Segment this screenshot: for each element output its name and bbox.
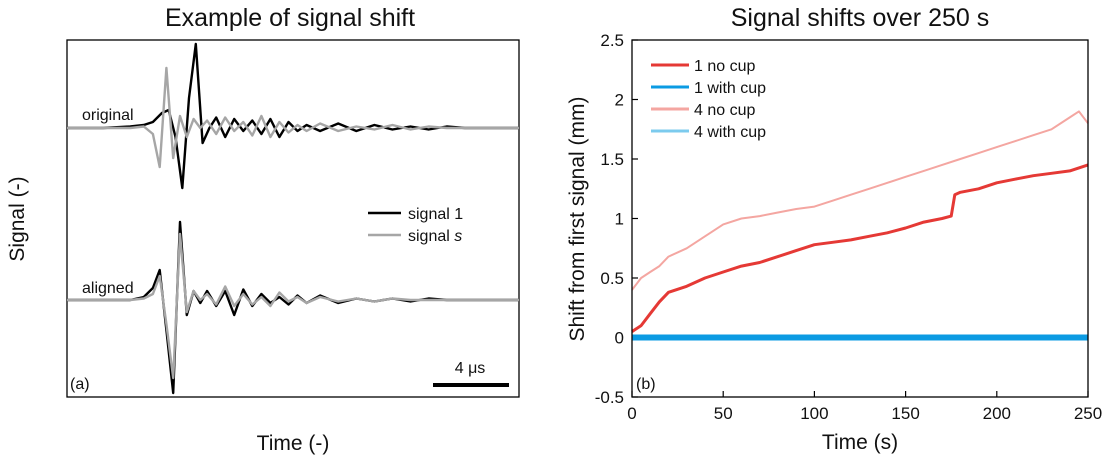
panel-a-xlabel: Time (-) [257,432,330,455]
panel-a-legend: signal 1 signal s [368,206,463,245]
y-tick-label-1: 0 [615,329,624,348]
y-tick-label-2: 0.5 [600,269,624,288]
legend-label-signal-1: signal 1 [408,206,463,223]
y-tick-label-3: 1 [615,210,624,229]
x-tick-label-4: 200 [983,404,1011,423]
legend-label-3: 4 with cup [694,124,766,141]
panel-b: Signal shifts over 250 s Shift from firs… [566,4,1102,454]
panel-b-legend: 1 no cup 1 with cup 4 no cup 4 with cup [651,58,766,141]
panel-b-xlabel: Time (s) [822,431,898,454]
panel-a-title: Example of signal shift [165,4,415,32]
legend-label-2: 4 no cup [694,102,755,119]
panel-b-title: Signal shifts over 250 s [731,4,989,32]
y-tick-label-6: 2.5 [600,31,624,50]
panel-b-series [631,110,1089,341]
panel-a: Example of signal shift Signal (-) Time … [6,4,520,455]
panel-a-series-aligned-3 [67,232,519,380]
legend-label-1: 1 with cup [694,80,766,97]
scale-bar-label: 4 μs [455,360,486,377]
panel-b-series-0 [631,110,1089,291]
panel-a-series-original-0 [67,42,519,190]
panel-a-frame [66,39,520,398]
x-tick-label-1: 50 [714,404,733,423]
x-tick-label-3: 150 [891,404,919,423]
y-tick-label-5: 2 [615,91,624,110]
panel-b-frame [631,39,1089,398]
y-tick-label-0: -0.5 [595,388,624,407]
trace-label-original: original [82,107,134,124]
y-tick-label-4: 1.5 [600,150,624,169]
panel-b-series-1 [631,163,1089,333]
panel-a-series-original-1 [67,66,519,169]
panel-a-label: (a) [70,376,90,393]
legend-label-0: 1 no cup [694,58,755,75]
x-tick-label-0: 0 [627,404,636,423]
legend-label-signal-s: signal s [408,228,462,245]
panel-b-label: (b) [636,376,656,393]
panel-b-ticks: 0 50 100 150 200 250-0.500.511.522.5 [595,31,1102,423]
panel-b-ylabel: Shift from first signal (mm) [566,96,589,341]
x-tick-label-5: 250 [1074,404,1102,423]
panel-a-series-aligned-2 [67,220,519,395]
panel-a-series [67,42,519,395]
x-tick-label-2: 100 [800,404,828,423]
panel-a-ylabel: Signal (-) [6,176,29,261]
trace-label-aligned: aligned [82,280,134,297]
